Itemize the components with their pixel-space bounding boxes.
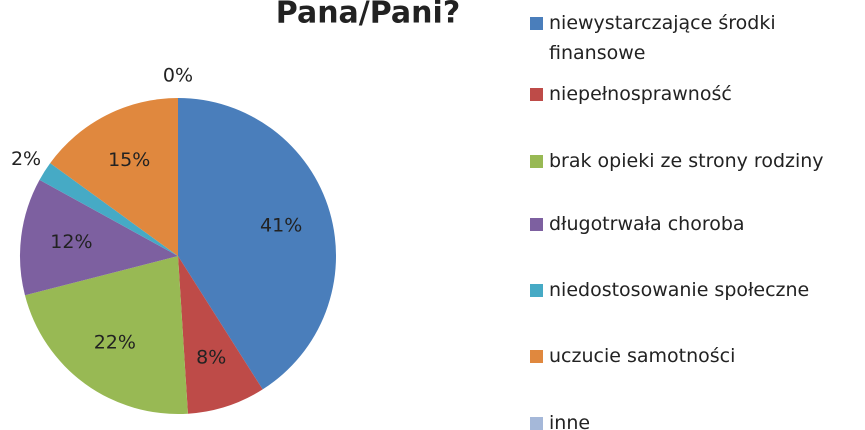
legend-swatch	[530, 17, 543, 30]
data-label: 12%	[50, 231, 92, 253]
legend-swatch	[530, 350, 543, 363]
data-label: 2%	[11, 148, 41, 170]
data-label: 41%	[260, 215, 302, 237]
legend-label: niewystarczające środki finansowe	[549, 12, 776, 64]
legend-entry: długotrwała choroba	[530, 209, 865, 239]
legend-swatch	[530, 218, 543, 231]
pie-slice	[178, 98, 336, 390]
data-label: 0%	[163, 65, 193, 87]
legend-swatch	[530, 417, 543, 430]
legend-entry: uczucie samotności	[530, 341, 865, 371]
pie-slice	[20, 179, 178, 296]
pie-slice	[24, 256, 188, 414]
legend-label: niepełnosprawność	[549, 83, 732, 105]
chart-title: Pana/Pani?	[276, 0, 460, 31]
pie-slice	[50, 98, 178, 256]
legend-entry: niepełnosprawność	[530, 79, 865, 109]
data-label: 22%	[94, 331, 136, 353]
data-label: 15%	[108, 149, 150, 171]
legend-swatch	[530, 155, 543, 168]
pie-slice	[39, 163, 178, 256]
legend-label: uczucie samotności	[549, 345, 736, 367]
legend-entry: niewystarczające środki finansowe	[530, 8, 865, 68]
legend-entry: inne	[530, 408, 865, 430]
legend-label: brak opieki ze strony rodziny	[549, 150, 824, 172]
legend-entry: brak opieki ze strony rodziny	[530, 146, 865, 176]
data-label: 8%	[196, 347, 226, 369]
legend-label: długotrwała choroba	[549, 213, 745, 235]
legend-swatch	[530, 284, 543, 297]
legend-swatch	[530, 88, 543, 101]
legend-label: inne	[549, 412, 591, 430]
legend-label: niedostosowanie społeczne	[549, 279, 810, 301]
pie-slice	[178, 256, 263, 414]
legend-entry: niedostosowanie społeczne	[530, 275, 865, 305]
